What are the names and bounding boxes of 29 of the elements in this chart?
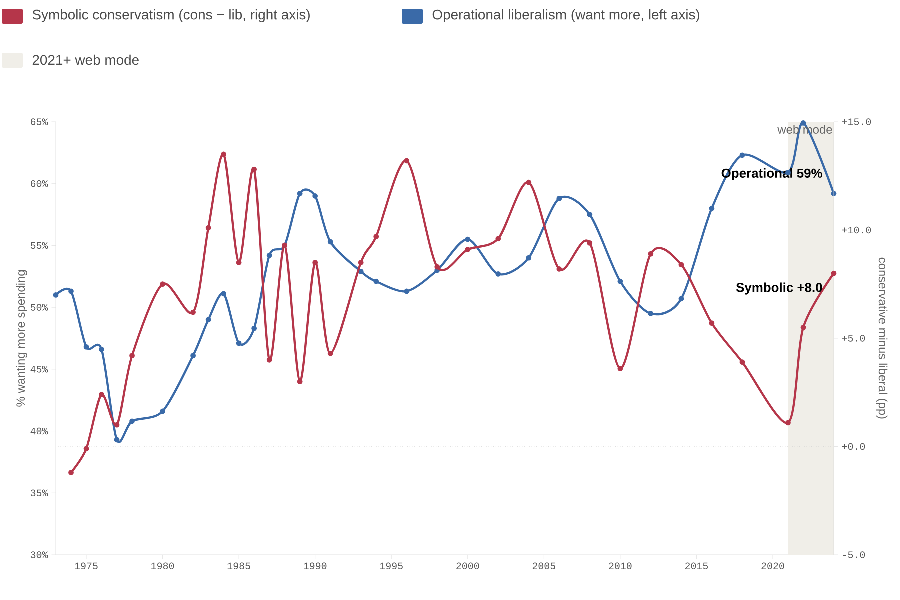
x-tick-label: 1975: [75, 562, 98, 570]
x-tick-label: 2015: [685, 562, 708, 570]
y-tick-label: 45%: [30, 366, 48, 373]
x-tick-label: 1990: [304, 562, 327, 570]
x-tick-label: 2010: [609, 562, 632, 570]
y-tick-label: 60%: [31, 180, 48, 188]
y-tick-label: 55%: [30, 242, 48, 250]
x-tick-label: 2000: [456, 562, 480, 570]
x-tick-label: 2020: [762, 562, 784, 570]
y2-axis-title: conservative minus liberal (pp): [876, 258, 888, 419]
y2-tick-label: +10.0: [842, 226, 872, 234]
y-tick-label: 65%: [31, 118, 48, 126]
y-tick-label: 40%: [30, 428, 48, 435]
y-axis-title: % wanting more spending: [16, 270, 28, 407]
x-tick-label: 1995: [380, 562, 403, 570]
y-tick-label: 35%: [30, 490, 48, 497]
x-tick-label: 2005: [532, 562, 556, 570]
x-tick-label: 1980: [152, 562, 174, 570]
y-tick-label: 30%: [30, 552, 48, 558]
y-tick-label: 50%: [30, 304, 48, 311]
y2-tick-label: -5.0: [843, 552, 866, 558]
annotation: Symbolic +8.0: [736, 282, 822, 295]
legend-label: Operational liberalism (want more, left axis): [432, 9, 700, 22]
y2-tick-label: +5.0: [842, 335, 866, 342]
y2-tick-label: +0.0: [842, 443, 866, 450]
legend-label: 2021+ web mode: [32, 54, 139, 66]
x-tick-label: 1985: [228, 562, 250, 570]
y2-tick-label: +15.0: [842, 118, 872, 126]
legend-label: Symbolic conservatism (cons − lib, right axis): [32, 9, 310, 22]
